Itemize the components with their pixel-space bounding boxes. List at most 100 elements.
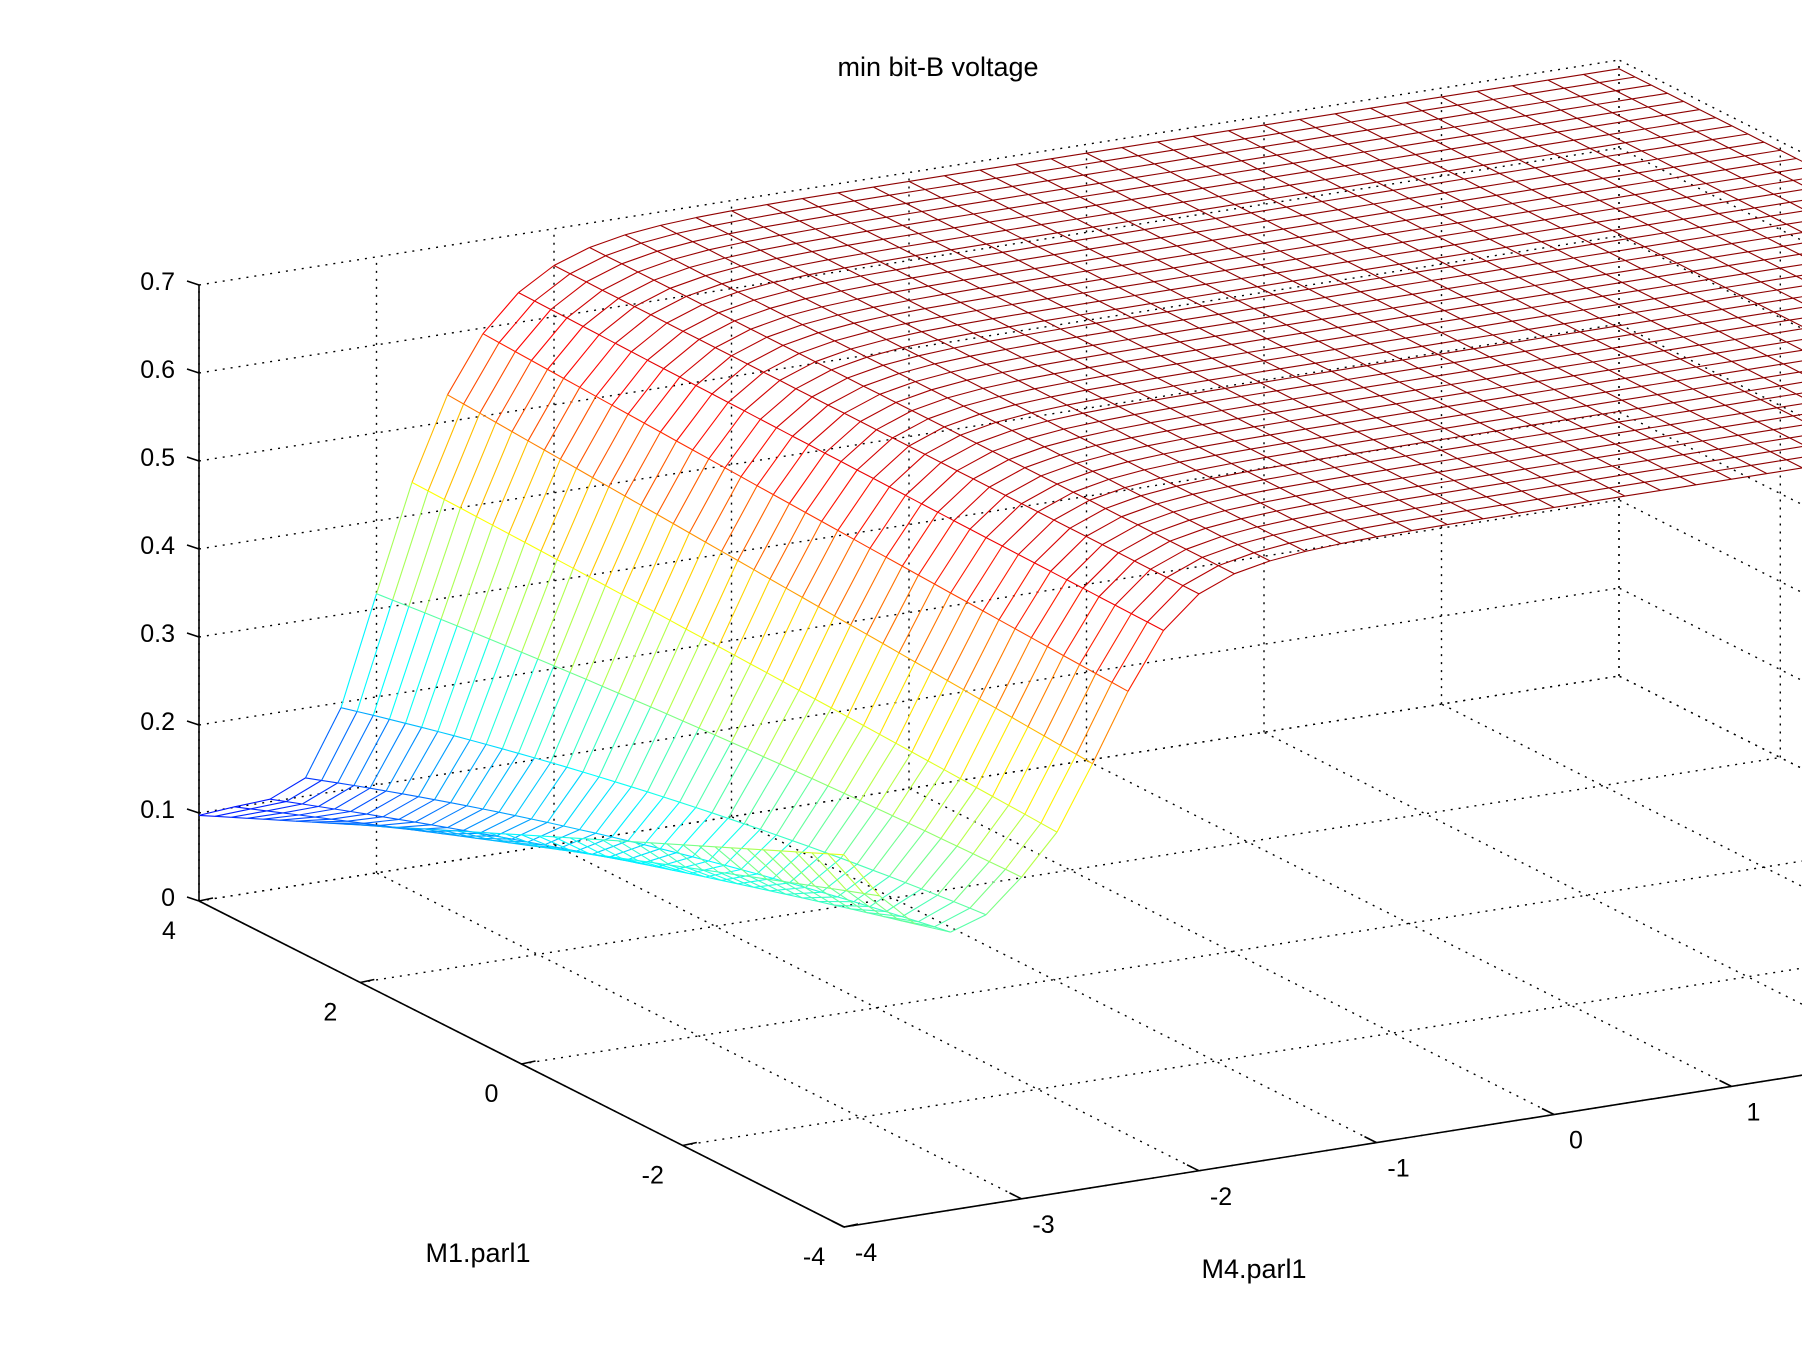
surface-mesh-segment (1612, 229, 1629, 240)
surface-mesh-segment (1047, 412, 1084, 422)
surface-mesh-segment (1199, 209, 1216, 219)
surface-mesh-segment (969, 907, 987, 916)
surface-mesh-segment (1215, 335, 1232, 345)
surface-mesh-segment (1605, 268, 1642, 275)
surface-mesh-segment (1131, 193, 1168, 201)
surface-mesh-segment (601, 839, 638, 861)
surface-mesh-segment (1350, 351, 1387, 359)
surface-mesh-segment (921, 845, 958, 890)
surface-mesh-segment (1466, 392, 1484, 402)
surface-mesh-segment (947, 680, 964, 691)
surface-mesh-segment (1392, 184, 1429, 191)
surface-mesh-segment (856, 437, 893, 471)
surface-mesh-segment (1357, 313, 1374, 323)
surface-mesh-segment (1234, 204, 1252, 214)
surface-mesh-segment (705, 476, 742, 543)
surface-mesh-segment (1431, 392, 1468, 399)
surface-mesh-segment (634, 841, 671, 866)
surface-mesh-segment (524, 844, 541, 848)
surface-mesh-segment (853, 314, 890, 324)
surface-mesh-segment (1134, 560, 1151, 570)
surface-mesh-segment (1699, 456, 1735, 464)
surface-mesh-segment (914, 661, 932, 672)
surface-mesh-segment (1547, 73, 1584, 81)
surface-mesh-segment (1218, 426, 1255, 434)
surface-mesh-segment (1273, 412, 1290, 422)
surface-mesh-segment (1086, 383, 1122, 391)
surface-mesh-segment (695, 806, 713, 814)
surface-mesh-segment (776, 427, 793, 437)
surface-mesh-segment (834, 214, 852, 224)
surface-mesh-segment (1144, 469, 1161, 479)
surface-mesh-segment (1631, 446, 1668, 453)
surface-mesh-segment (1308, 400, 1345, 408)
surface-mesh-segment (976, 429, 1013, 444)
surface-mesh-segment (1373, 203, 1391, 213)
surface-mesh-segment (1115, 308, 1132, 318)
surface-mesh-segment (1350, 469, 1387, 477)
surface-mesh-segment (1592, 125, 1610, 136)
surface-mesh-segment (686, 283, 722, 297)
surface-mesh-segment (1279, 250, 1297, 260)
surface-mesh-segment (879, 895, 916, 925)
surface-mesh-segment (869, 323, 906, 332)
surface-mesh-segment (1147, 201, 1184, 209)
surface-mesh-segment (1737, 429, 1774, 436)
surface-mesh-segment (1544, 101, 1562, 111)
surface-mesh-segment (653, 266, 690, 281)
surface-mesh-segment (692, 449, 710, 460)
surface-mesh-segment (521, 651, 539, 660)
surface-mesh-segment (1141, 251, 1158, 261)
surface-mesh-segment (1131, 317, 1148, 327)
surface-mesh-segment (824, 282, 842, 292)
surface-mesh-segment (1269, 434, 1287, 444)
surface-mesh-segment (1276, 154, 1294, 164)
surface-mesh-segment (1576, 117, 1594, 127)
surface-mesh-segment (1457, 458, 1474, 468)
surface-mesh-segment (366, 813, 383, 818)
surface-mesh-segment (1744, 391, 1761, 401)
surface-mesh-segment (540, 468, 578, 552)
surface-mesh-segment (1389, 323, 1426, 331)
surface-mesh-segment (1292, 157, 1329, 164)
surface-mesh-segment (1357, 431, 1374, 441)
surface-mesh-segment (1350, 121, 1368, 131)
surface-mesh-segment (1618, 298, 1655, 305)
surface-mesh-segment (766, 204, 784, 214)
surface-mesh-segment (1595, 339, 1613, 349)
surface-mesh-segment (850, 338, 887, 350)
surface-mesh-segment (1134, 540, 1171, 562)
surface-mesh-segment (1521, 367, 1558, 374)
surface-mesh-segment (1692, 388, 1710, 398)
surface-mesh-segment (1399, 145, 1416, 156)
surface-mesh-segment (1163, 215, 1181, 225)
surface-mesh-segment (1041, 218, 1077, 226)
surface-mesh-segment (1437, 348, 1474, 355)
surface-mesh-segment (1060, 444, 1097, 456)
surface-mesh-segment (1228, 124, 1265, 132)
surface-mesh-segment (1680, 234, 1716, 242)
surface-mesh-segment (566, 317, 584, 327)
surface-mesh-segment (1644, 481, 1661, 491)
surface-mesh-segment (1266, 220, 1284, 230)
surface-mesh-segment (1027, 655, 1064, 727)
surface-mesh-segment (1354, 211, 1390, 219)
surface-mesh-segment (1741, 171, 1778, 179)
surface-mesh-segment (1383, 249, 1419, 257)
surface-mesh-segment (1195, 462, 1232, 471)
surface-mesh-segment (892, 285, 929, 293)
surface-mesh-segment (604, 504, 642, 586)
surface-mesh-segment (1673, 161, 1710, 168)
surface-mesh-segment (895, 389, 932, 404)
surface-mesh-segment (1505, 358, 1542, 366)
surface-mesh-segment (969, 495, 1006, 530)
surface-mesh-segment (495, 421, 513, 433)
surface-mesh-segment (1760, 393, 1797, 401)
surface-mesh-segment (995, 295, 1013, 305)
surface-mesh-segment (1024, 334, 1042, 344)
surface-mesh-segment (692, 233, 729, 243)
surface-mesh-segment (892, 760, 929, 816)
surface-mesh-segment (1386, 469, 1403, 479)
surface-mesh-segment (941, 309, 977, 318)
surface-mesh-segment (1325, 179, 1342, 189)
